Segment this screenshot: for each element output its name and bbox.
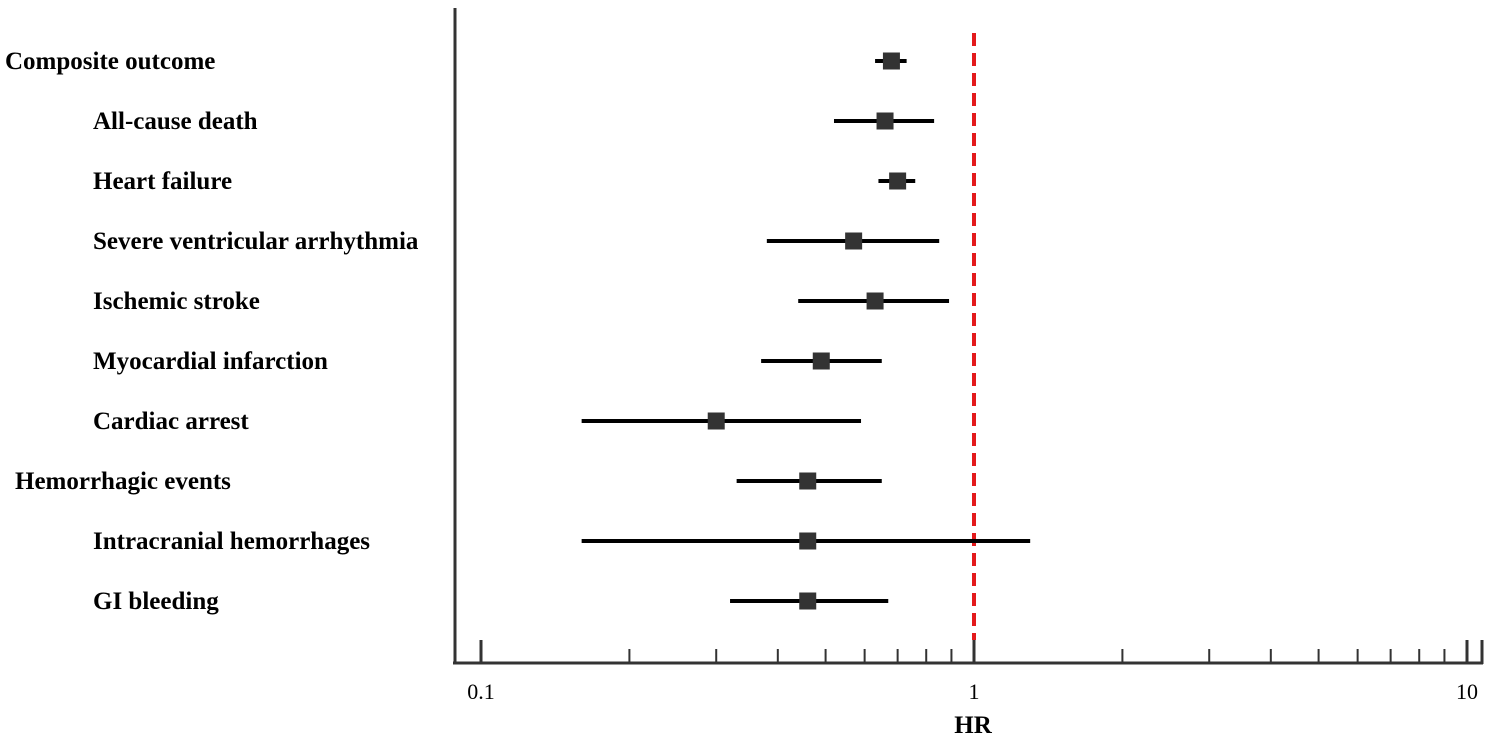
row-label: Ischemic stroke xyxy=(93,288,260,315)
row-label: Composite outcome xyxy=(5,48,215,75)
x-axis-title: HR xyxy=(954,712,992,739)
row-label: Intracranial hemorrhages xyxy=(93,528,370,555)
row-label: Heart failure xyxy=(93,168,232,195)
row-label: All-cause death xyxy=(93,108,258,135)
hr-marker xyxy=(889,172,907,190)
hr-marker xyxy=(707,412,725,430)
row-labels: Composite outcome All-cause death Heart fa… xyxy=(5,48,419,615)
estimate-marks xyxy=(581,52,1031,610)
row-label: GI bleeding xyxy=(93,588,219,615)
hr-marker xyxy=(799,592,817,610)
hr-marker xyxy=(876,112,894,130)
hr-marker xyxy=(799,472,817,490)
tick-label: 10 xyxy=(1456,679,1478,704)
hr-marker xyxy=(799,532,817,550)
hr-marker xyxy=(812,352,830,370)
tick-label: 0.1 xyxy=(467,679,495,704)
row-label: Hemorrhagic events xyxy=(15,468,231,495)
tick-label: 1 xyxy=(969,679,980,704)
row-label: Cardiac arrest xyxy=(93,408,249,435)
hr-marker xyxy=(866,292,884,310)
x-axis xyxy=(453,8,1484,665)
hr-marker xyxy=(845,232,863,250)
hr-marker xyxy=(882,52,900,70)
row-label: Severe ventricular arrhythmia xyxy=(93,228,419,255)
x-ticks: 0.1 1 10 xyxy=(467,640,1478,704)
row-label: Myocardial infarction xyxy=(93,348,328,375)
